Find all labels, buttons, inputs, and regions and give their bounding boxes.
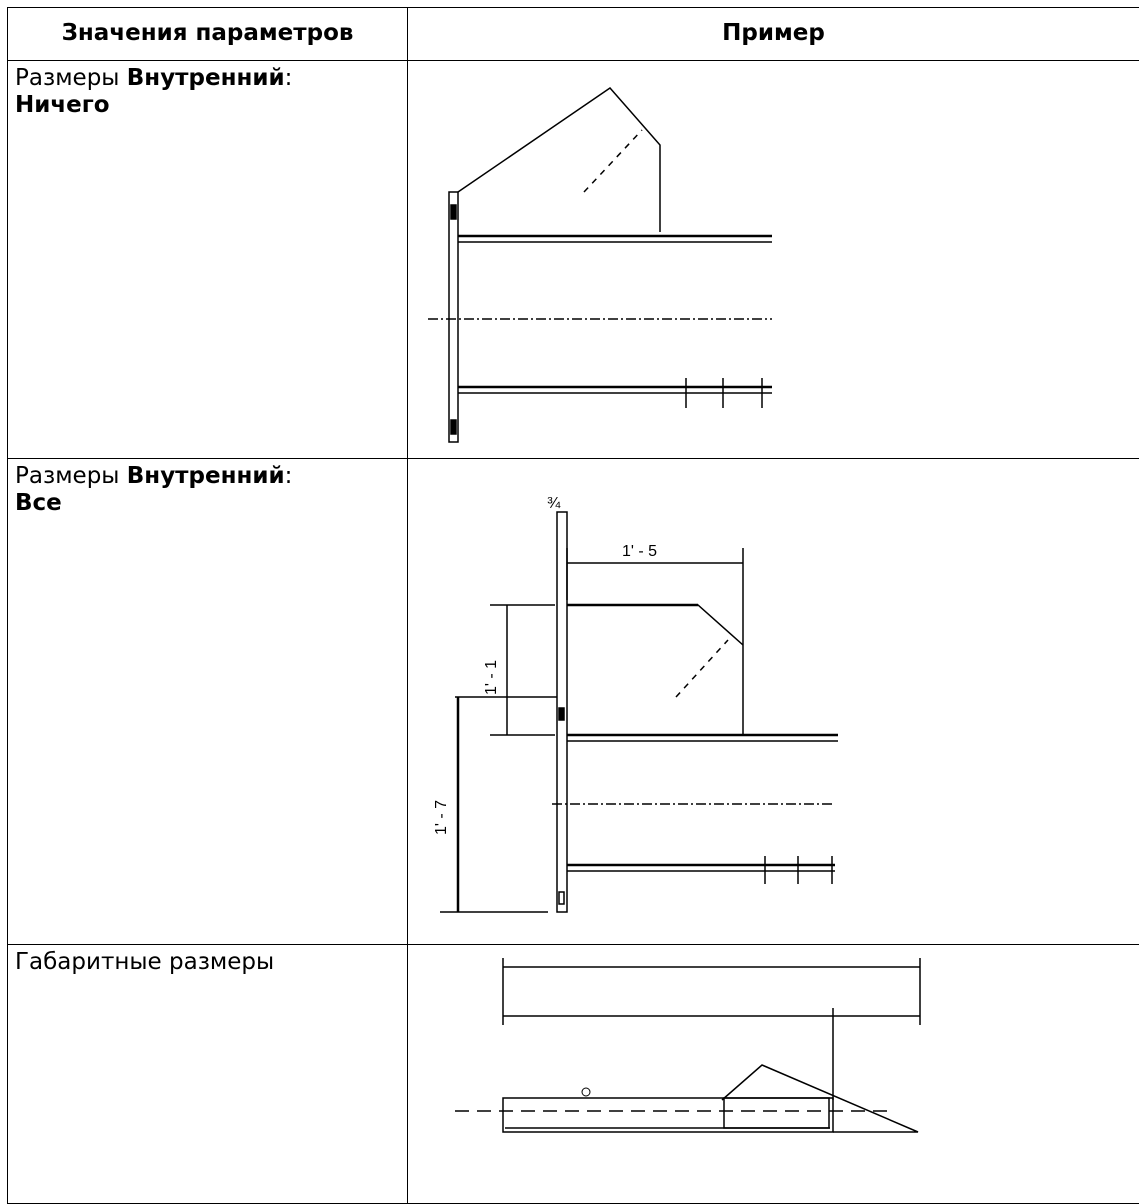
row-label: Размеры Внутренний: Все <box>7 458 408 945</box>
text: Размеры <box>15 463 127 489</box>
text: : <box>284 463 293 489</box>
text: Внутренний <box>126 65 285 91</box>
text: Внутренний <box>126 463 285 489</box>
row-label: Размеры Внутренний: Ничего <box>7 60 408 459</box>
dimension-label: 1' - 7 <box>433 800 450 835</box>
dimension-label: ¾ <box>547 495 561 512</box>
drawing-1 <box>428 87 772 443</box>
drawing-2: ¾ 1' - 5 1' - 1 1' - 7 <box>433 495 838 913</box>
text: Габаритные размеры <box>15 949 275 975</box>
text: Ничего <box>15 92 110 118</box>
drawing-3 <box>455 958 921 1133</box>
text: : <box>284 65 293 91</box>
text: Все <box>15 490 62 516</box>
text: Размеры <box>15 65 127 91</box>
dimension-label: 1' - 5 <box>622 543 657 560</box>
dimension-label: 1' - 1 <box>483 660 500 695</box>
